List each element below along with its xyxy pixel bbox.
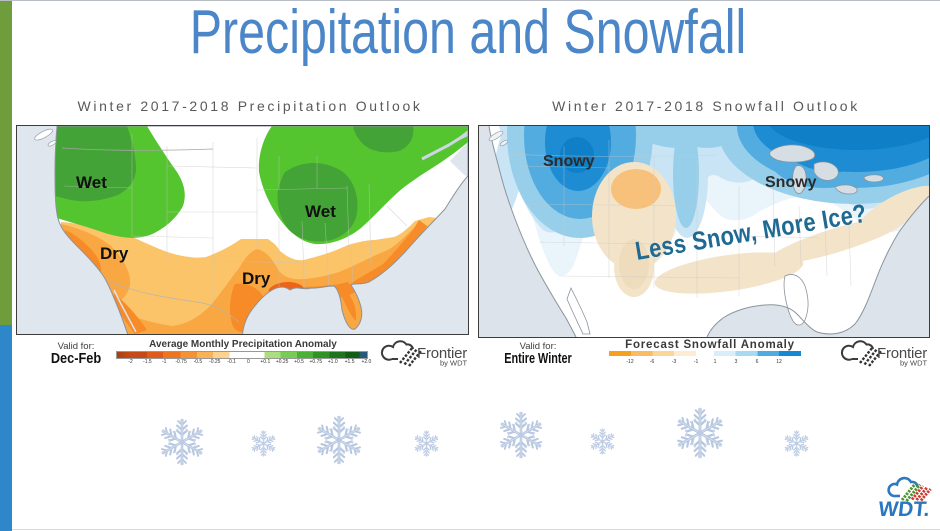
svg-text:Wet: Wet <box>305 202 336 221</box>
svg-text:Snowy: Snowy <box>765 174 817 191</box>
svg-text:Snowy: Snowy <box>543 153 595 170</box>
svg-text:Dry: Dry <box>100 244 129 263</box>
svg-text:Wet: Wet <box>76 173 107 192</box>
svg-text:Dry: Dry <box>242 269 271 288</box>
